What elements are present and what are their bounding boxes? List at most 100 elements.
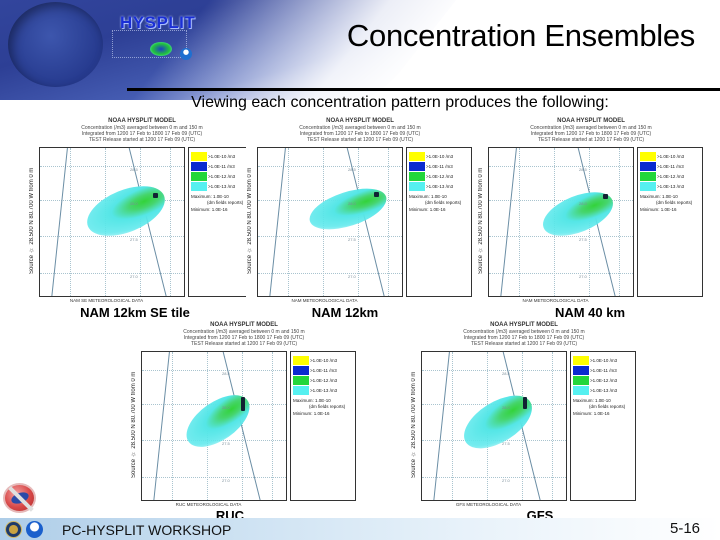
lat-tick: 28.0 bbox=[130, 201, 138, 206]
lat-tick: 28.5 bbox=[130, 167, 138, 172]
plot-panel-gfs: NOAA HYSPLIT MODEL Concentration (/m3) a… bbox=[410, 322, 638, 510]
noaa-watermark-icon bbox=[8, 2, 103, 87]
plot-ylabel: Source ☆ 28.500 N 80.700 W from 0 m bbox=[247, 167, 253, 275]
plot-header-line: Concentration (/m3) averaged between 0 m… bbox=[299, 125, 421, 131]
plot-legend: >1.0E-10 /m3 >1.0E-11 /m3 >1.0E-12 /m3 >… bbox=[406, 147, 472, 297]
legend-swatch-blue bbox=[191, 162, 207, 171]
legend-swatch-blue bbox=[573, 366, 589, 375]
plot-panel-nam12: NOAA HYSPLIT MODEL Concentration (/m3) a… bbox=[246, 118, 474, 306]
plot-header: NOAA HYSPLIT MODEL Concentration (/m3) a… bbox=[246, 118, 474, 146]
plume-icon bbox=[150, 42, 172, 56]
lat-tick: 28.5 bbox=[579, 167, 587, 172]
lat-tick: 27.5 bbox=[502, 441, 510, 446]
legend-label: >1.0E-13 /m3 bbox=[208, 184, 236, 189]
lat-tick: 27.0 bbox=[222, 478, 230, 483]
plot-panel-ruc: NOAA HYSPLIT MODEL Concentration (/m3) a… bbox=[130, 322, 358, 510]
legend-label: >1.0E-10 /m3 bbox=[208, 154, 236, 159]
legend-label: >1.0E-11 /m3 bbox=[590, 368, 617, 373]
plot-model-title: NOAA HYSPLIT MODEL bbox=[210, 322, 278, 328]
coastline bbox=[40, 148, 69, 296]
legend-label: >1.0E-11 /m3 bbox=[657, 164, 684, 169]
legend-maximum: Maximum: 1.0E-10 bbox=[640, 194, 678, 199]
plot-map: 28.5 28.0 27.5 27.0 bbox=[257, 147, 403, 297]
plot-header-line: Concentration (/m3) averaged between 0 m… bbox=[183, 329, 305, 335]
plot-model-title: NOAA HYSPLIT MODEL bbox=[557, 118, 625, 124]
title-divider bbox=[127, 88, 720, 91]
lat-tick: 28.0 bbox=[348, 201, 356, 206]
legend-swatch-cyan bbox=[640, 182, 656, 191]
legend-label: >1.0E-11 /m3 bbox=[426, 164, 453, 169]
lat-tick: 27.0 bbox=[130, 274, 138, 279]
source-marker-icon bbox=[241, 397, 245, 411]
lat-tick: 27.0 bbox=[348, 274, 356, 279]
lat-tick: 27.5 bbox=[222, 441, 230, 446]
legend-label: >1.0E-10 /m3 bbox=[426, 154, 454, 159]
legend-swatch-yellow bbox=[573, 356, 589, 365]
plot-header: NOAA HYSPLIT MODEL Concentration (/m3) a… bbox=[410, 322, 638, 350]
legend-swatch-cyan bbox=[409, 182, 425, 191]
plot-header: NOAA HYSPLIT MODEL Concentration (/m3) a… bbox=[28, 118, 256, 146]
plot-model-title: NOAA HYSPLIT MODEL bbox=[108, 118, 176, 124]
plot-header-line: TEST Release started at 1200 17 Feb 09 (… bbox=[190, 341, 298, 347]
caption-nam12: NAM 12km bbox=[311, 305, 379, 320]
legend-label: >1.0E-12 /m3 bbox=[208, 174, 236, 179]
plot-header: NOAA HYSPLIT MODEL Concentration (/m3) a… bbox=[477, 118, 705, 146]
legend-minimum: Minimum: 1.0E-16 bbox=[640, 207, 677, 212]
lat-tick: 28.0 bbox=[502, 405, 510, 410]
plot-map: 28.5 28.0 27.5 27.0 bbox=[488, 147, 634, 297]
lat-tick: 28.5 bbox=[222, 371, 230, 376]
legend-swatch-green bbox=[191, 172, 207, 181]
legend-maximum: Maximum: 1.0E-10 bbox=[409, 194, 447, 199]
coastline bbox=[489, 148, 518, 296]
legend-note: (dm fields reports) bbox=[309, 404, 346, 409]
plot-ylabel: Source ☆ 28.500 N 80.700 W from 0 m bbox=[29, 167, 35, 275]
plot-legend: >1.0E-10 /m3 >1.0E-11 /m3 >1.0E-12 /m3 >… bbox=[570, 351, 636, 501]
legend-maximum: Maximum: 1.0E-10 bbox=[191, 194, 229, 199]
plot-ylabel: Source ☆ 28.500 N 80.700 W from 0 m bbox=[411, 371, 417, 479]
doc-seal-icon bbox=[5, 521, 22, 538]
plot-header-line: Concentration (/m3) averaged between 0 m… bbox=[530, 125, 652, 131]
source-marker-icon bbox=[374, 192, 379, 197]
legend-maximum: Maximum: 1.0E-10 bbox=[573, 398, 611, 403]
legend-swatch-green bbox=[573, 376, 589, 385]
legend-swatch-cyan bbox=[293, 386, 309, 395]
noaa-logo-icon bbox=[180, 48, 192, 60]
lat-tick: 28.5 bbox=[502, 371, 510, 376]
legend-minimum: Minimum: 1.0E-16 bbox=[409, 207, 446, 212]
legend-minimum: Minimum: 1.0E-16 bbox=[293, 411, 330, 416]
plot-panel-nam40: NOAA HYSPLIT MODEL Concentration (/m3) a… bbox=[477, 118, 705, 306]
plot-header-line: TEST Release started at 1200 17 Feb 09 (… bbox=[470, 341, 578, 347]
plot-header-line: Integrated from 1200 17 Feb to 1800 17 F… bbox=[183, 335, 305, 341]
caption-nam12se: NAM 12km SE tile bbox=[80, 305, 190, 320]
lat-tick: 27.5 bbox=[579, 237, 587, 242]
lat-tick: 28.5 bbox=[348, 167, 356, 172]
footer-bar: PC-HYSPLIT WORKSHOP bbox=[0, 518, 720, 540]
plot-model-title: NOAA HYSPLIT MODEL bbox=[326, 118, 394, 124]
hysplit-logo: HYSPLIT bbox=[112, 10, 202, 60]
legend-note: (dm fields reports) bbox=[656, 200, 693, 205]
legend-label: >1.0E-13 /m3 bbox=[426, 184, 454, 189]
noaa-seal-icon bbox=[26, 521, 43, 538]
legend-minimum: Minimum: 1.0E-16 bbox=[191, 207, 228, 212]
coastline bbox=[258, 148, 287, 296]
plot-footer: NAM SE METEOROLOGICAL DATA bbox=[69, 298, 144, 303]
plot-legend: >1.0E-10 /m3 >1.0E-11 /m3 >1.0E-12 /m3 >… bbox=[637, 147, 703, 297]
source-marker-icon bbox=[603, 194, 608, 199]
legend-label: >1.0E-12 /m3 bbox=[590, 378, 618, 383]
coastline bbox=[422, 352, 451, 500]
plot-header-line: Concentration (/m3) averaged between 0 m… bbox=[463, 329, 585, 335]
legend-label: >1.0E-12 /m3 bbox=[657, 174, 685, 179]
logo-text: HYSPLIT bbox=[120, 13, 196, 32]
plot-header: NOAA HYSPLIT MODEL Concentration (/m3) a… bbox=[130, 322, 358, 350]
caption-nam40: NAM 40 km bbox=[554, 305, 626, 320]
legend-label: >1.0E-13 /m3 bbox=[590, 388, 618, 393]
legend-swatch-cyan bbox=[573, 386, 589, 395]
plot-legend: >1.0E-10 /m3 >1.0E-11 /m3 >1.0E-12 /m3 >… bbox=[290, 351, 356, 501]
legend-swatch-yellow bbox=[191, 152, 207, 161]
legend-swatch-blue bbox=[409, 162, 425, 171]
legend-swatch-blue bbox=[293, 366, 309, 375]
plot-ylabel: Source ☆ 28.500 N 80.700 W from 0 m bbox=[478, 167, 484, 275]
lat-tick: 27.5 bbox=[348, 237, 356, 242]
legend-swatch-blue bbox=[640, 162, 656, 171]
plot-map: 28.5 28.0 27.5 27.0 bbox=[39, 147, 185, 297]
